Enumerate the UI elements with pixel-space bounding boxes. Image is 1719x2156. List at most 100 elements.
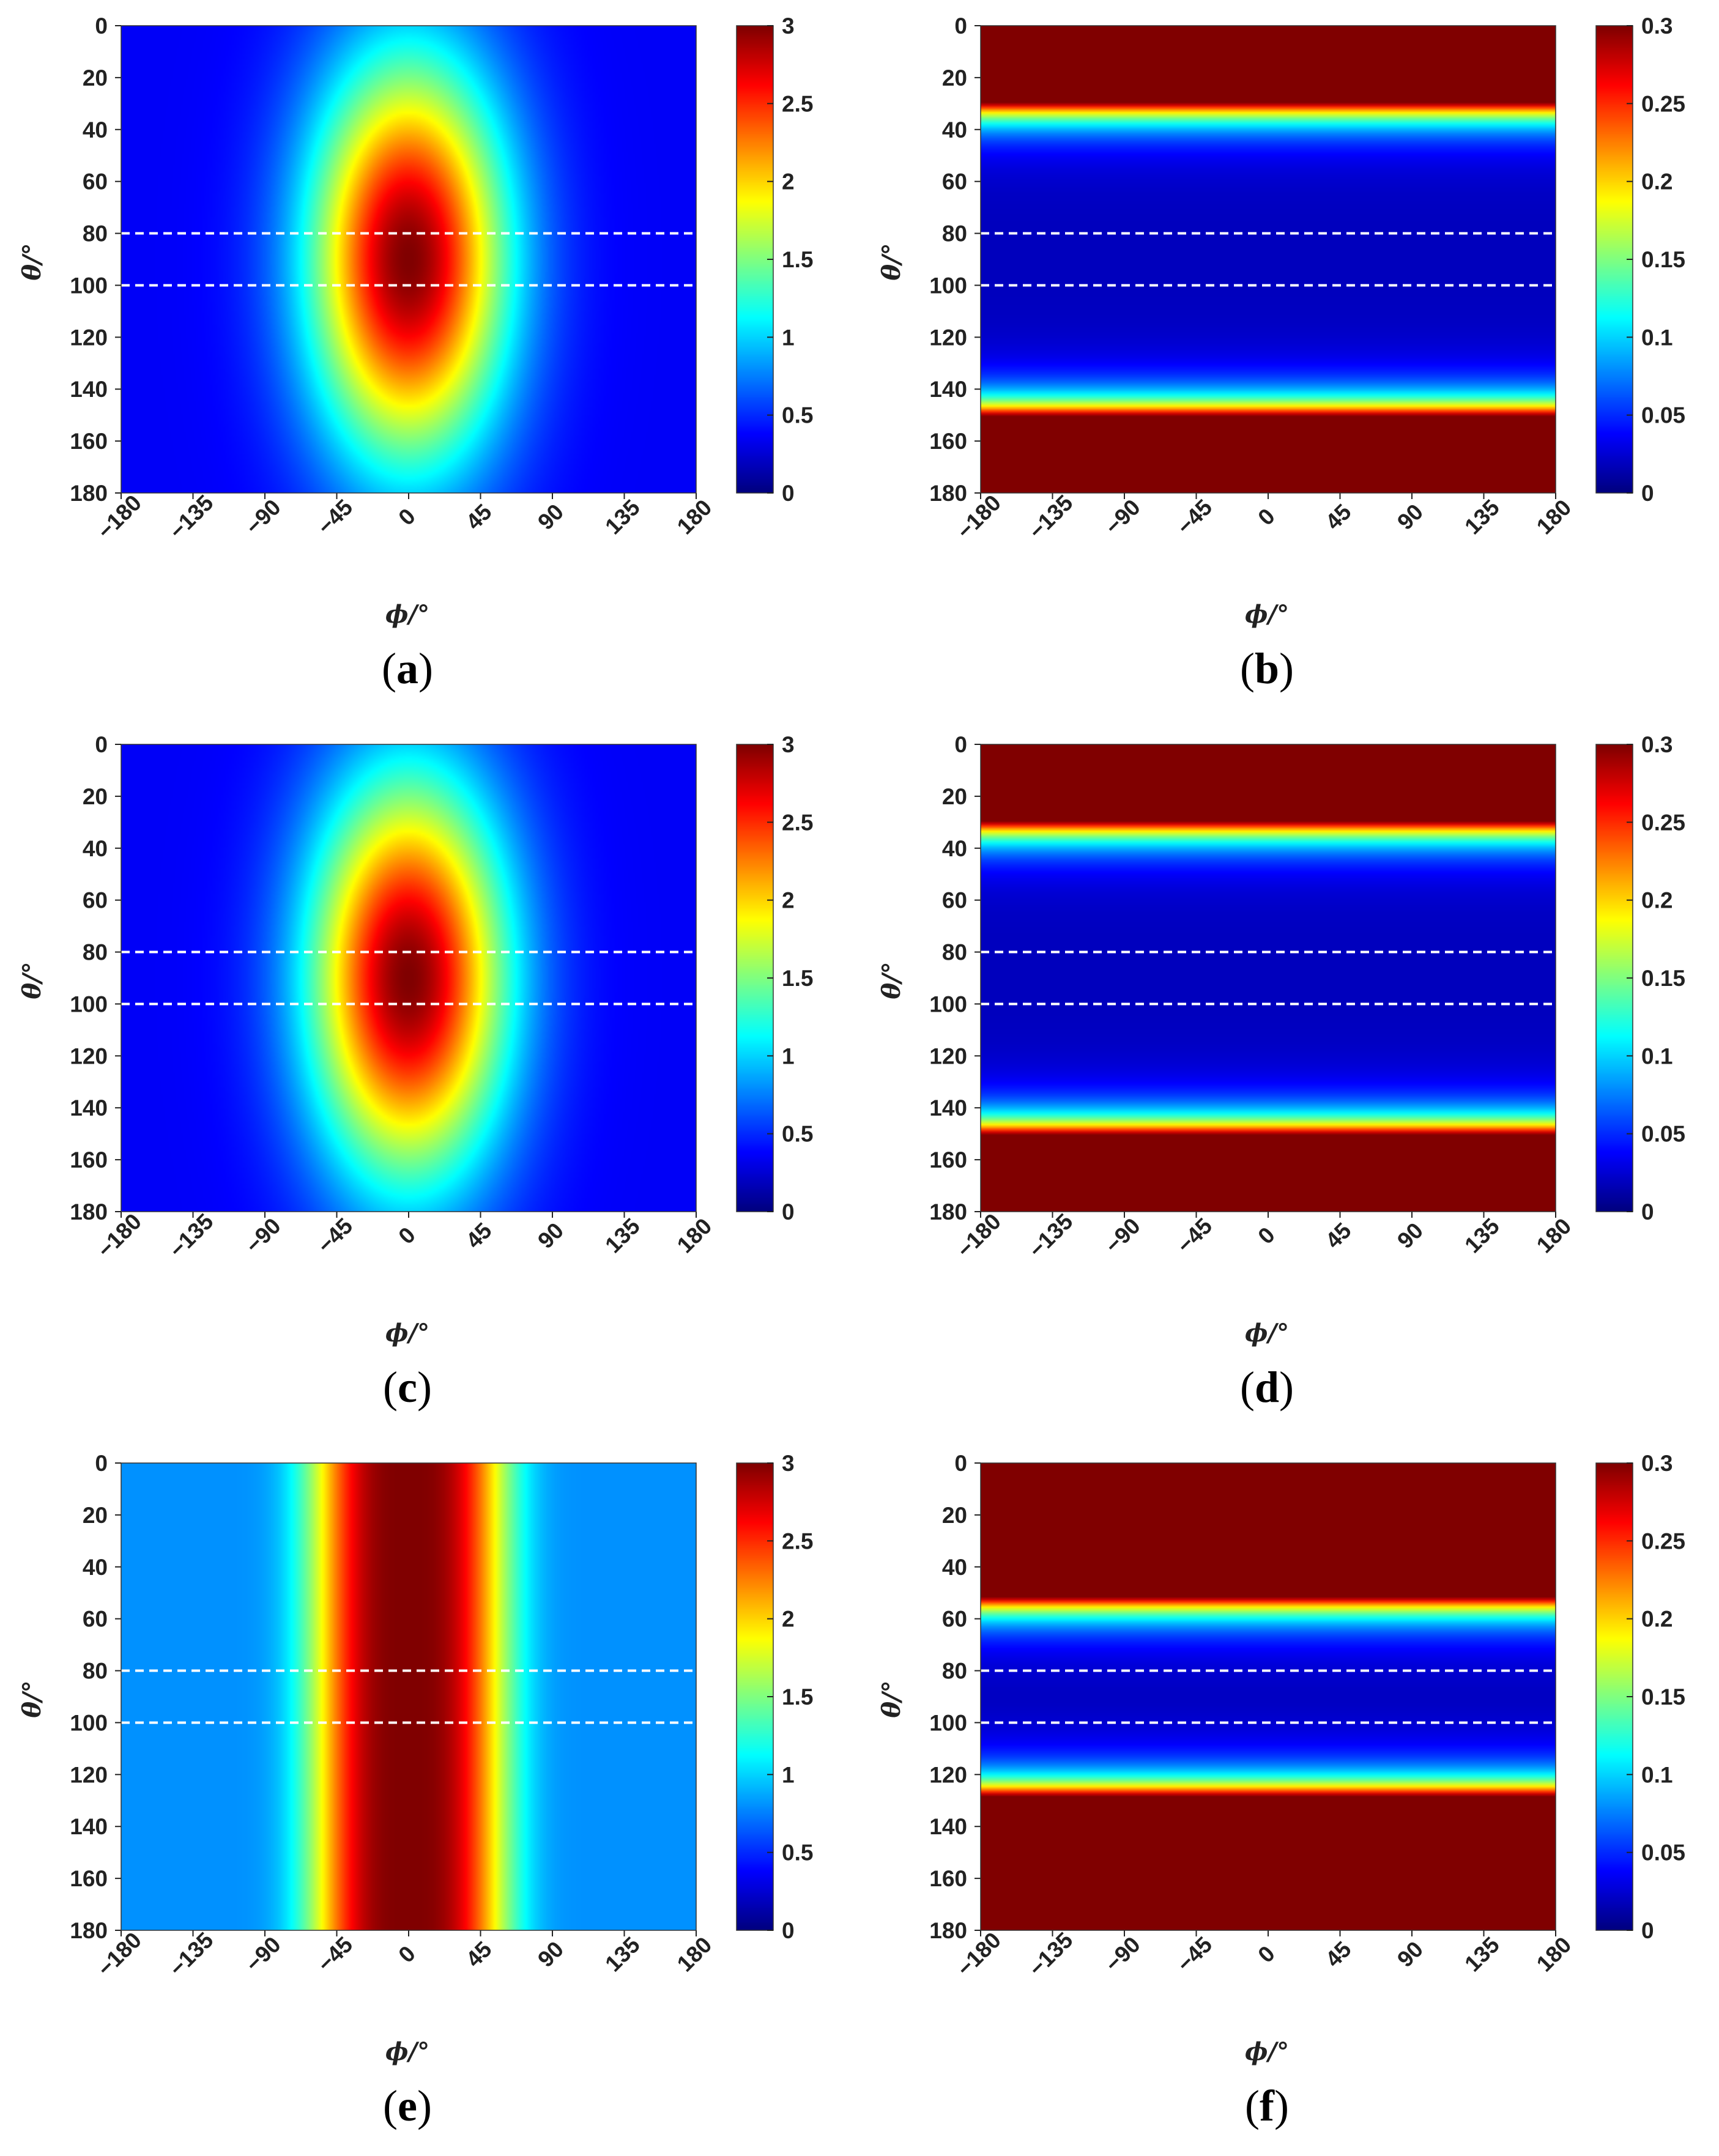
panel-caption-letter: d bbox=[1255, 1363, 1279, 1412]
y-tick-label: 160 bbox=[929, 1147, 967, 1172]
y-tick-label: 40 bbox=[83, 117, 108, 143]
colorbar-tick-label: 0 bbox=[782, 1918, 795, 1943]
y-tick-label: 20 bbox=[83, 1503, 108, 1528]
y-tick-label: 100 bbox=[929, 1710, 967, 1735]
colorbar-tick-label: 2.5 bbox=[782, 91, 813, 116]
colorbar-tick-label: 0 bbox=[1641, 1918, 1654, 1943]
panel-caption: (d) bbox=[1240, 1363, 1294, 1412]
y-tick-label: 140 bbox=[70, 1814, 108, 1839]
panel-caption-letter: f bbox=[1260, 2081, 1275, 2130]
x-tick-label: −135 bbox=[1024, 490, 1078, 544]
x-tick-label: 90 bbox=[1392, 499, 1428, 535]
x-tick-label: 90 bbox=[533, 1936, 568, 1972]
colorbar-tick-label: 0.1 bbox=[1641, 1762, 1673, 1787]
y-tick-label: 140 bbox=[70, 1095, 108, 1121]
y-tick-label: 20 bbox=[83, 784, 108, 809]
x-tick-label: 0 bbox=[393, 503, 420, 530]
x-tick-label: 0 bbox=[1253, 503, 1280, 530]
colorbar-tick-label: 1 bbox=[782, 1762, 795, 1787]
x-tick-label: −90 bbox=[240, 1213, 285, 1258]
y-tick-label: 180 bbox=[70, 1199, 108, 1224]
colorbar-tick-label: 0.3 bbox=[1641, 732, 1673, 757]
x-tick-label: −45 bbox=[1172, 1213, 1217, 1258]
colorbar-tick-label: 1.5 bbox=[782, 966, 813, 991]
x-tick-label: 0 bbox=[1253, 1941, 1280, 1968]
x-tick-label: −135 bbox=[1024, 1927, 1078, 1981]
y-tick-label: 100 bbox=[70, 1710, 108, 1735]
colorbar-tick-label: 0.25 bbox=[1641, 810, 1685, 835]
colorbar-tick-label: 3 bbox=[782, 1451, 795, 1476]
x-tick-label: −90 bbox=[240, 494, 285, 539]
colorbar-tick-label: 0.5 bbox=[782, 1840, 813, 1865]
y-axis-label: θ/° bbox=[877, 1680, 906, 1717]
y-tick-label: 20 bbox=[942, 65, 967, 91]
x-tick-label: −45 bbox=[1172, 1932, 1217, 1976]
panel-caption: (c) bbox=[383, 1363, 432, 1412]
colorbar-tick-label: 2 bbox=[782, 169, 795, 194]
colorbar-tick-label: 0 bbox=[782, 1199, 795, 1224]
colorbar-tick-label: 3 bbox=[782, 732, 795, 757]
y-tick-label: 100 bbox=[929, 273, 967, 298]
y-tick-label: 40 bbox=[942, 836, 967, 861]
x-tick-label: −90 bbox=[1100, 1213, 1145, 1258]
x-axis-label: ϕ/° bbox=[1245, 600, 1289, 629]
plot-frame bbox=[121, 1462, 697, 1931]
x-tick-label: 90 bbox=[1392, 1218, 1428, 1253]
x-tick-label: 180 bbox=[672, 1932, 717, 1977]
y-tick-label: 140 bbox=[70, 377, 108, 402]
x-tick-label: 135 bbox=[1460, 1932, 1504, 1977]
y-axis-label: θ/° bbox=[18, 1680, 46, 1717]
panel-d: 0 20 40 60 80 100 120 140 160 180 −180 −135 −90 −45 0 4… bbox=[859, 719, 1719, 1437]
colorbar-tick-label: 1.5 bbox=[782, 247, 813, 272]
y-tick-label: 120 bbox=[70, 1762, 108, 1787]
plot-frame bbox=[980, 1462, 1556, 1931]
heatmap-image bbox=[121, 26, 696, 493]
panel-f: 0 20 40 60 80 100 120 140 160 180 −180 −135 −90 −45 0 4… bbox=[859, 1437, 1719, 2156]
x-tick-label: 135 bbox=[600, 1213, 645, 1258]
x-tick-label: 45 bbox=[461, 1936, 497, 1972]
colorbar-tick-label: 0.15 bbox=[1641, 966, 1685, 991]
y-tick-label: 0 bbox=[95, 1451, 108, 1476]
x-tick-label: 135 bbox=[600, 495, 645, 539]
heatmap-image bbox=[981, 744, 1556, 1212]
colorbar-tick-label: 1 bbox=[782, 325, 795, 350]
plot-frame bbox=[980, 25, 1556, 494]
heatmap-image bbox=[121, 744, 696, 1212]
y-tick-label: 120 bbox=[929, 1762, 967, 1787]
x-axis-label: ϕ/° bbox=[1245, 1319, 1289, 1347]
y-tick-label: 160 bbox=[70, 1147, 108, 1172]
y-tick-label: 80 bbox=[942, 1659, 967, 1684]
panel-c: 0 20 40 60 80 100 120 140 160 180 −180 −135 −90 −45 0 4… bbox=[0, 719, 859, 1437]
plot-frame bbox=[121, 744, 697, 1212]
y-tick-label: 0 bbox=[95, 732, 108, 757]
y-tick-label: 40 bbox=[83, 836, 108, 861]
y-tick-label: 120 bbox=[70, 1043, 108, 1069]
colorbar-tick-label: 0.1 bbox=[1641, 325, 1673, 350]
y-tick-label: 80 bbox=[942, 221, 967, 246]
y-axis-label: θ/° bbox=[877, 243, 906, 280]
y-tick-label: 20 bbox=[83, 65, 108, 91]
colorbar-tick-label: 0.3 bbox=[1641, 13, 1673, 39]
colorbar-tick-label: 0.2 bbox=[1641, 888, 1673, 913]
y-axis-label: θ/° bbox=[877, 961, 906, 999]
y-tick-label: 60 bbox=[942, 169, 967, 194]
y-tick-label: 40 bbox=[83, 1555, 108, 1580]
colorbar-tick-label: 3 bbox=[782, 13, 795, 39]
y-tick-label: 0 bbox=[954, 13, 967, 39]
panel-caption: (f) bbox=[1245, 2081, 1289, 2130]
x-tick-label: −135 bbox=[165, 1209, 218, 1262]
heatmap-image bbox=[981, 26, 1556, 493]
x-tick-label: 0 bbox=[393, 1222, 420, 1249]
y-tick-label: 120 bbox=[929, 325, 967, 350]
y-tick-label: 80 bbox=[83, 940, 108, 965]
panel-caption: (b) bbox=[1240, 644, 1294, 693]
colorbar-tick-label: 0.05 bbox=[1641, 1840, 1685, 1865]
y-tick-label: 80 bbox=[83, 1659, 108, 1684]
